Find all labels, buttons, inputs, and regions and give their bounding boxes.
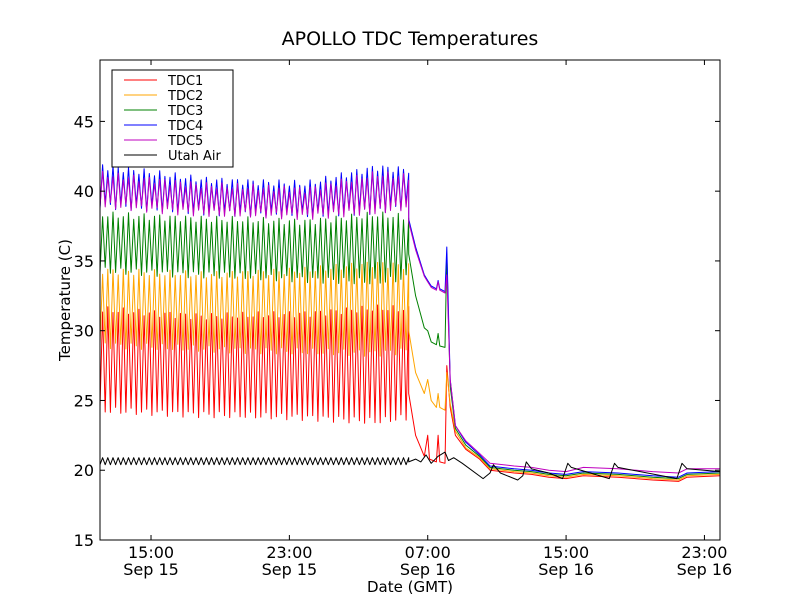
series-layer xyxy=(100,164,720,482)
y-tick-label: 30 xyxy=(74,322,94,341)
legend-box xyxy=(111,69,234,168)
series-line-tdc5 xyxy=(100,170,720,474)
x-axis-title: Date (GMT) xyxy=(367,578,453,596)
x-tick-date-label: Sep 15 xyxy=(123,560,179,579)
legend-label: TDC2 xyxy=(167,89,203,104)
x-tick-time-label: 23:00 xyxy=(266,543,312,562)
x-tick-time-label: 15:00 xyxy=(543,543,589,562)
x-tick-time-label: 23:00 xyxy=(681,543,727,562)
y-tick-label: 40 xyxy=(74,182,94,201)
y-axis-title: Temperature (C) xyxy=(56,239,74,362)
legend-label: Utah Air xyxy=(168,149,221,164)
series-line-tdc1 xyxy=(100,304,720,482)
legend-label: TDC1 xyxy=(167,74,203,89)
y-tick-label: 45 xyxy=(74,112,94,131)
series-line-tdc2 xyxy=(100,261,720,481)
x-tick-date-label: Sep 15 xyxy=(262,560,318,579)
legend-label: TDC4 xyxy=(167,119,203,134)
x-tick-time-label: 07:00 xyxy=(405,543,451,562)
chart-title: APOLLO TDC Temperatures xyxy=(282,28,539,50)
x-tick-date-label: Sep 16 xyxy=(400,560,456,579)
legend-label: TDC5 xyxy=(167,134,203,149)
x-tick-date-label: Sep 16 xyxy=(677,560,733,579)
plot-frame xyxy=(99,59,721,541)
y-tick-label: 25 xyxy=(74,391,94,410)
series-line-tdc3 xyxy=(100,211,720,480)
y-tick-label: 35 xyxy=(74,252,94,271)
x-tick-date-label: Sep 16 xyxy=(538,560,594,579)
x-tick-time-label: 15:00 xyxy=(128,543,174,562)
y-tick-label: 15 xyxy=(74,531,94,550)
series-line-utah-air xyxy=(100,451,720,481)
y-tick-label: 20 xyxy=(74,461,94,480)
legend-label: TDC3 xyxy=(167,104,203,119)
y-axis: 15 20 25 30 35 40 45 xyxy=(74,112,720,550)
